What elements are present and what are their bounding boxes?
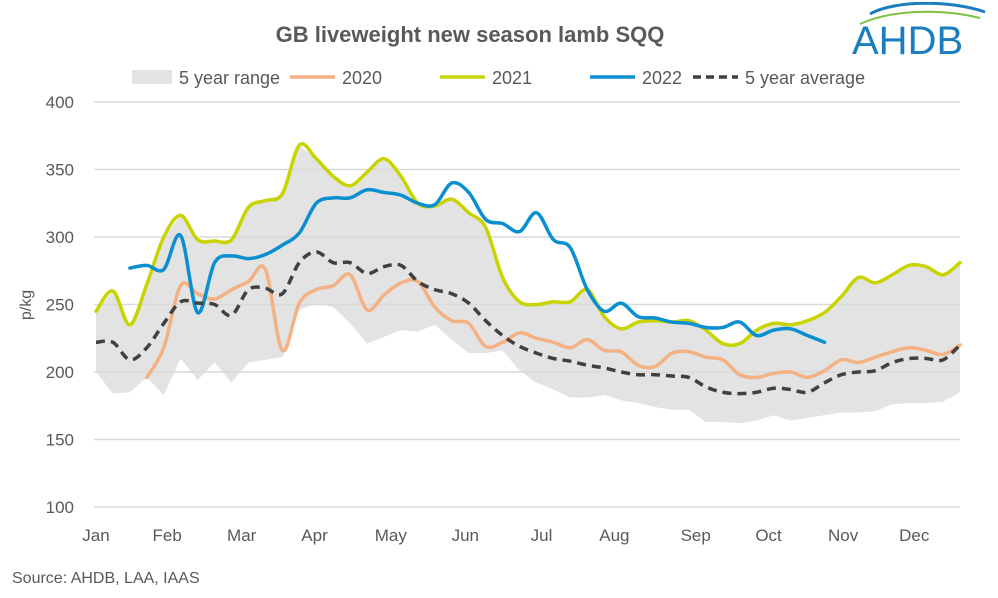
y-tick-label: 400 (46, 93, 74, 112)
legend-swatch-range (132, 70, 172, 84)
x-tick-label: Apr (301, 526, 328, 545)
x-tick-label: Oct (755, 526, 782, 545)
y-axis-label: p/kg (18, 290, 35, 320)
x-tick-label: Dec (899, 526, 930, 545)
y-tick-label: 300 (46, 228, 74, 247)
y-tick-label: 100 (46, 498, 74, 517)
y-tick-label: 250 (46, 296, 74, 315)
x-tick-label: Feb (153, 526, 182, 545)
y-tick-label: 150 (46, 431, 74, 450)
series-line-5-year-average (95, 250, 962, 396)
ahdb-logo: AHDB (852, 2, 986, 60)
legend-label: 2020 (342, 68, 382, 88)
y-tick-label: 200 (46, 363, 74, 382)
legend-label: 5 year average (745, 68, 865, 88)
x-tick-label: Sep (681, 526, 711, 545)
y-tick-label: 350 (46, 161, 74, 180)
series-line-2020 (145, 264, 962, 380)
series-line-2021 (94, 142, 962, 348)
legend-label: 2022 (642, 68, 682, 88)
legend-label: 2021 (492, 68, 532, 88)
x-tick-label: Mar (227, 526, 257, 545)
legend-label: 5 year range (179, 68, 280, 88)
x-tick-label: Jan (82, 526, 109, 545)
series-line-2022 (128, 180, 827, 345)
x-tick-label: Aug (599, 526, 629, 545)
x-tick-label: Jun (452, 526, 479, 545)
chart-title: GB liveweight new season lamb SQQ (275, 22, 665, 47)
logo-text: AHDB (852, 19, 963, 60)
x-tick-label: Jul (531, 526, 553, 545)
range-band (96, 145, 960, 424)
x-tick-label: May (375, 526, 408, 545)
source-note: Source: AHDB, LAA, IAAS (12, 570, 200, 587)
x-tick-label: Nov (828, 526, 859, 545)
